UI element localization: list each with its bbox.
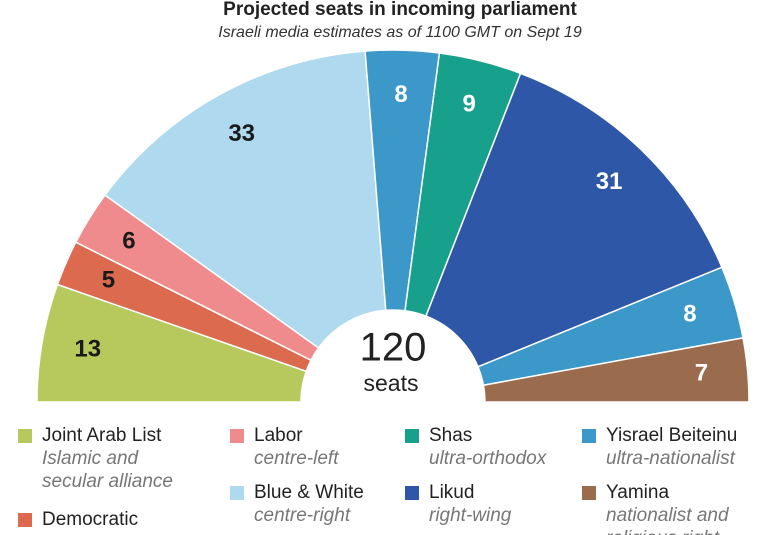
legend-item: Democratic [18,508,198,531]
legend-description: right-wing [429,505,512,526]
value-label: 7 [695,359,708,386]
legend-item: Yisrael Beiteinu ultra-nationalist [582,424,762,470]
legend-description: centre-right [254,505,351,526]
legend-description: nationalist and religious right [606,505,729,535]
value-label: 8 [683,300,696,327]
legend-name: Joint Arab List [42,425,162,446]
legend-swatch [230,429,244,443]
legend-name: Democratic [42,509,139,530]
legend-item: Blue & White centre-right [230,481,410,527]
legend-name: Labor [254,425,303,446]
segment [103,50,387,349]
legend-item: Shas ultra-orthodox [405,424,585,470]
legend-description: ultra-orthodox [429,448,547,469]
value-label: 6 [122,227,135,254]
total-label: seats [364,370,419,396]
legend-swatch [405,429,419,443]
legend-name: Yisrael Beiteinu [606,425,738,446]
value-label: 31 [596,168,623,195]
chart-subtitle: Israeli media estimates as of 1100 GMT o… [218,24,582,41]
legend-name: Blue & White [254,482,364,503]
legend-item: Labor centre-left [230,424,410,470]
legend-description: Islamic and secular alliance [42,448,173,492]
segment [424,72,723,368]
legend-name: Yamina [606,482,670,503]
chart-title: Projected seats in incoming parliament [223,0,577,20]
value-label: 9 [463,91,476,118]
legend-description: centre-left [254,448,339,469]
legend-swatch [582,486,596,500]
legend-swatch [582,429,596,443]
legend-item: Joint Arab List Islamic and secular allia… [18,424,198,493]
legend-swatch [18,513,32,527]
chart: Projected seats in incoming parliament I… [36,0,750,403]
value-label: 8 [394,81,407,108]
segment [482,336,750,403]
value-label: 5 [102,266,115,293]
value-label: 33 [228,120,255,147]
legend-item: Likud right-wing [405,481,585,527]
legend-name: Shas [429,425,473,446]
legend-swatch [230,486,244,500]
legend-swatch [18,429,32,443]
legend-description: ultra-nationalist [606,448,735,469]
legend-swatch [405,486,419,500]
legend-name: Likud [429,482,475,503]
total: 120 [360,326,427,370]
value-label: 13 [74,335,101,362]
